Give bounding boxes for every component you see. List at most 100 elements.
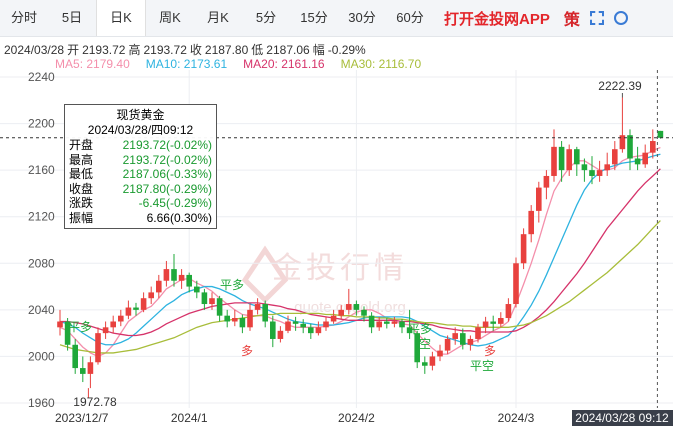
strategy-icon[interactable]: 策 (563, 12, 580, 29)
candle-body (102, 327, 109, 334)
candle-body (87, 362, 94, 374)
candle-body (422, 362, 428, 366)
tooltip-value: 6.66(0.30%) (146, 210, 212, 225)
y-tick-label: 2200 (28, 117, 55, 131)
candle-body (361, 309, 367, 316)
legend-item: MA202161.16 (243, 57, 324, 71)
info-value: -0.29% (327, 43, 366, 57)
candle-body (551, 146, 557, 176)
candle-body (384, 321, 390, 324)
candle-body (513, 263, 519, 305)
candle-body (57, 321, 63, 328)
candle-body (133, 307, 139, 310)
tooltip-value: 2193.72(-0.02%) (122, 138, 212, 152)
legend-value: 2116.70 (378, 57, 422, 71)
candle-body (376, 321, 382, 328)
tab[interactable]: 月K (207, 10, 229, 25)
candle-body (482, 321, 489, 328)
tab[interactable]: 5日 (61, 10, 83, 25)
candle-body (498, 318, 504, 324)
candle-body (194, 286, 200, 293)
candle-body (232, 318, 238, 322)
tooltip-label: 收盘 (69, 181, 94, 196)
settings-icon[interactable] (613, 11, 628, 25)
legend-value: 2173.61 (183, 57, 228, 71)
legend-name: MA10 (146, 57, 184, 71)
fullscreen-icon[interactable] (589, 11, 604, 25)
annotation: 空 (419, 337, 431, 351)
candle-body (338, 309, 344, 316)
tab[interactable]: 60分 (396, 10, 424, 25)
legend-value: 2161.16 (281, 57, 325, 71)
candle-body (254, 304, 261, 310)
candle-body (178, 274, 185, 281)
y-tick-label: 2120 (28, 210, 55, 224)
tab[interactable]: 15分 (300, 10, 328, 25)
candle-body (330, 315, 337, 322)
tooltip-title: 现货黄金 (116, 108, 165, 122)
candle-body (110, 321, 116, 328)
candle-body (437, 350, 443, 357)
candle-body (543, 175, 550, 188)
candle-body (566, 149, 572, 171)
candle-body (368, 315, 375, 328)
ma-line (60, 168, 661, 337)
candle-body (596, 170, 603, 176)
candle-body (574, 149, 580, 165)
info-value: 2193.72 (82, 43, 126, 57)
toolbar: 分时 5日 日K 周K 月K 5分 15分 30分 60分 打开金投网APP 策 (0, 0, 673, 37)
candle-body (460, 333, 466, 345)
annotation: 多 (484, 344, 496, 358)
candle-body (308, 327, 314, 334)
app-link[interactable]: 打开金投网APP (444, 10, 550, 28)
legend-name: MA20 (243, 57, 281, 71)
tab[interactable]: 日K (96, 0, 146, 36)
info-row: 2024/03/28 开 2193.72 高 2193.72 收 2187.80 低 2187.… (4, 41, 369, 58)
candle-body (201, 292, 208, 305)
tooltip-row: 最低 2187.06(-0.33%) (69, 167, 212, 182)
legend-value: 2179.40 (86, 57, 130, 71)
legend-name: MA5 (55, 57, 86, 71)
candle-body (315, 327, 322, 334)
watermark-logo (241, 245, 289, 304)
annotation: 平多 (220, 278, 244, 292)
candle-body (277, 330, 284, 339)
tooltip-row: 开盘 2193.72(-0.02%) (69, 138, 212, 153)
y-tick-label: 2040 (28, 303, 55, 317)
candle-body (589, 170, 595, 176)
candle-body (581, 164, 588, 171)
candle-body (475, 327, 481, 339)
y-tick-label: 2240 (28, 70, 55, 84)
crosshair-time: 2024/03/28 09:12 (575, 411, 669, 425)
candle-body (619, 135, 626, 150)
tooltip-time: 2024/03/28/四09:12 (87, 123, 194, 137)
candle-body (604, 164, 610, 171)
candle-body (429, 356, 436, 366)
tab[interactable]: 分时 (10, 10, 37, 25)
ma-line (59, 153, 661, 347)
tooltip-row: 振幅 6.66(0.30%) (69, 211, 212, 226)
candle-body (72, 344, 78, 369)
tooltip-label: 涨跌 (69, 196, 94, 210)
watermark-title: 金投行情 (272, 252, 408, 285)
info-value: 2193.72 (143, 43, 187, 57)
candle-body (262, 304, 268, 322)
candle-body (467, 338, 474, 345)
candle-body (634, 158, 641, 165)
ma-line (59, 220, 661, 354)
candle-body (156, 280, 162, 293)
candle-body (300, 323, 306, 328)
tooltip-row: 涨跌 -6.45(-0.29%) (69, 196, 212, 211)
info-label: 幅 (312, 43, 325, 57)
annotation: 平多 (68, 320, 92, 334)
candle-body (528, 210, 534, 235)
tooltip-row: 最高 2193.72(-0.02%) (69, 153, 212, 168)
tab[interactable]: 周K (159, 10, 181, 25)
candle-body (452, 333, 458, 339)
legend-item: MA302116.70 (341, 57, 422, 71)
tab[interactable]: 5分 (255, 10, 277, 25)
candle-body (125, 307, 132, 316)
tab[interactable]: 30分 (348, 10, 376, 25)
candle-body (657, 130, 664, 138)
